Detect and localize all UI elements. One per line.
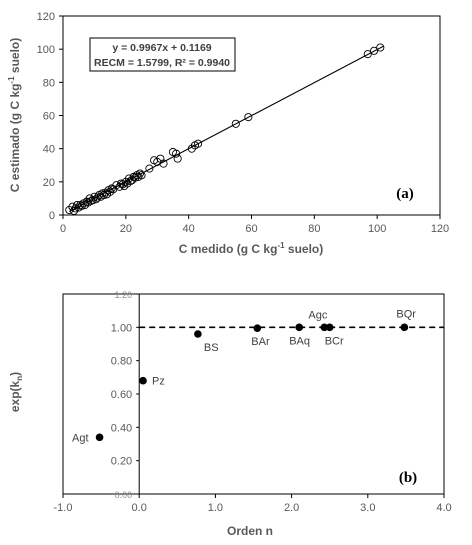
panel-a-x-tick-label: 20 xyxy=(120,223,132,235)
panel-b-x-tick-label: -1.0 xyxy=(54,502,73,514)
panel-a-data-point xyxy=(194,139,203,148)
panel-a-data-point xyxy=(135,169,145,178)
panel-a-y-tick-label: 20 xyxy=(43,177,55,189)
equation-line-1: y = 0.9967x + 0.1169 xyxy=(112,42,211,54)
panel-a-trendline xyxy=(69,45,384,212)
panel-a-data-point xyxy=(145,164,154,173)
panel-b-x-tick-label: 0.0 xyxy=(132,502,147,514)
panel-a-y-tick-label: 100 xyxy=(37,44,55,56)
panel-b-data-point xyxy=(400,323,409,332)
panel-a-y-tick-label: 60 xyxy=(43,111,55,123)
panel-a-data-point xyxy=(244,113,253,122)
panel-b-x-tick-label: 2.0 xyxy=(284,502,299,514)
panel-b-point-label: BAr xyxy=(251,336,270,348)
panel-b-ticks: -1.0 0.0 1.0 2.0 3.0 4.0 0.00 0.20 0.40 0.60 0.80 1… xyxy=(54,290,452,514)
panel-a-x-tick-label: 100 xyxy=(368,223,386,235)
panel-b-plot-frame xyxy=(62,293,445,495)
panel-a-x-tick-label: 80 xyxy=(308,223,320,235)
panel-a-y-axis-label: C estimado (g C kg-1 suelo) xyxy=(7,38,22,192)
panel-a: 0 20 40 60 80 100 120 0 20 40 60 80 100 120 y = 0.996… xyxy=(7,11,449,256)
panel-b-x-tick-label: 4.0 xyxy=(436,502,451,514)
panel-a-data-point xyxy=(363,50,372,59)
panel-a-data-point xyxy=(231,119,240,128)
panel-b-x-axis-label: Orden n xyxy=(227,524,273,538)
panel-b-data-point xyxy=(139,376,147,385)
panel-b-x-tick-label: 1.0 xyxy=(208,502,223,514)
equation-line-2: RECM = 1.5799, R² = 0.9940 xyxy=(94,57,230,69)
panel-b-data-point xyxy=(320,323,329,332)
panel-b-y-tick-label: 0.20 xyxy=(111,456,132,468)
equation-box xyxy=(89,37,236,72)
panel-a-x-tick-label: 120 xyxy=(431,223,449,235)
panel-b-y-axis-label: exp(kn) xyxy=(8,372,24,412)
panel-a-data-point xyxy=(77,201,86,210)
panel-a-x-axis-label: C medido (g C kg-1 suelo) xyxy=(179,241,323,256)
panel-a-y-tick-label: 0 xyxy=(49,210,55,222)
panel-b-y-tick-label: 0.40 xyxy=(111,422,132,434)
panel-b-data-point xyxy=(325,323,334,332)
panel-b-point-label: Agc xyxy=(308,309,327,321)
panel-a-label: (a) xyxy=(396,186,414,202)
panel-b-point-label: Pz xyxy=(152,376,165,388)
panel-b-data-point xyxy=(95,433,104,442)
panel-b-x-tick-label: 3.0 xyxy=(360,502,375,514)
panel-a-data-point xyxy=(369,46,379,55)
panel-a-y-tick-label: 80 xyxy=(43,77,55,89)
panel-b-y-tick-label: 0.80 xyxy=(111,356,132,368)
panel-a-data-point xyxy=(98,189,107,198)
panel-b-point-label: BS xyxy=(204,342,219,354)
panel-b-y-tick-label: 0.00 xyxy=(115,490,133,500)
panel-b-data-point xyxy=(194,330,202,338)
panel-a-x-tick-label: 40 xyxy=(183,223,195,235)
panel-b-point-label: Agt xyxy=(72,432,89,444)
panel-a-x-tick-label: 0 xyxy=(60,223,66,235)
panel-b-y-tick-label: 0.60 xyxy=(111,389,132,401)
panel-b-data-point xyxy=(295,323,304,332)
panel-b-label: (b) xyxy=(399,470,417,486)
panel-a-x-tick-label: 60 xyxy=(245,223,257,235)
panel-a-y-tick-label: 120 xyxy=(37,11,55,23)
panel-b-point-label: BAq xyxy=(289,335,310,347)
panel-a-y-tick-label: 40 xyxy=(43,144,55,156)
panel-b-point-label: BCr xyxy=(325,335,344,347)
panel-b-point-label: BQr xyxy=(396,308,416,320)
panel-b: -1.0 0.0 1.0 2.0 3.0 4.0 0.00 0.20 0.40 0.60 0.80 1… xyxy=(8,290,452,538)
panel-b-y-tick-label: 1.00 xyxy=(111,322,132,334)
panel-b-points: Agt Pz BS BAr BAq Agc BCr BQr xyxy=(72,308,416,444)
panel-a-data-point xyxy=(376,43,385,52)
panel-b-data-point xyxy=(253,324,262,332)
panel-a-ticks: 0 20 40 60 80 100 120 0 20 40 60 80 100 120 xyxy=(37,11,450,235)
panel-b-y-tick-label: 1.20 xyxy=(115,290,133,300)
